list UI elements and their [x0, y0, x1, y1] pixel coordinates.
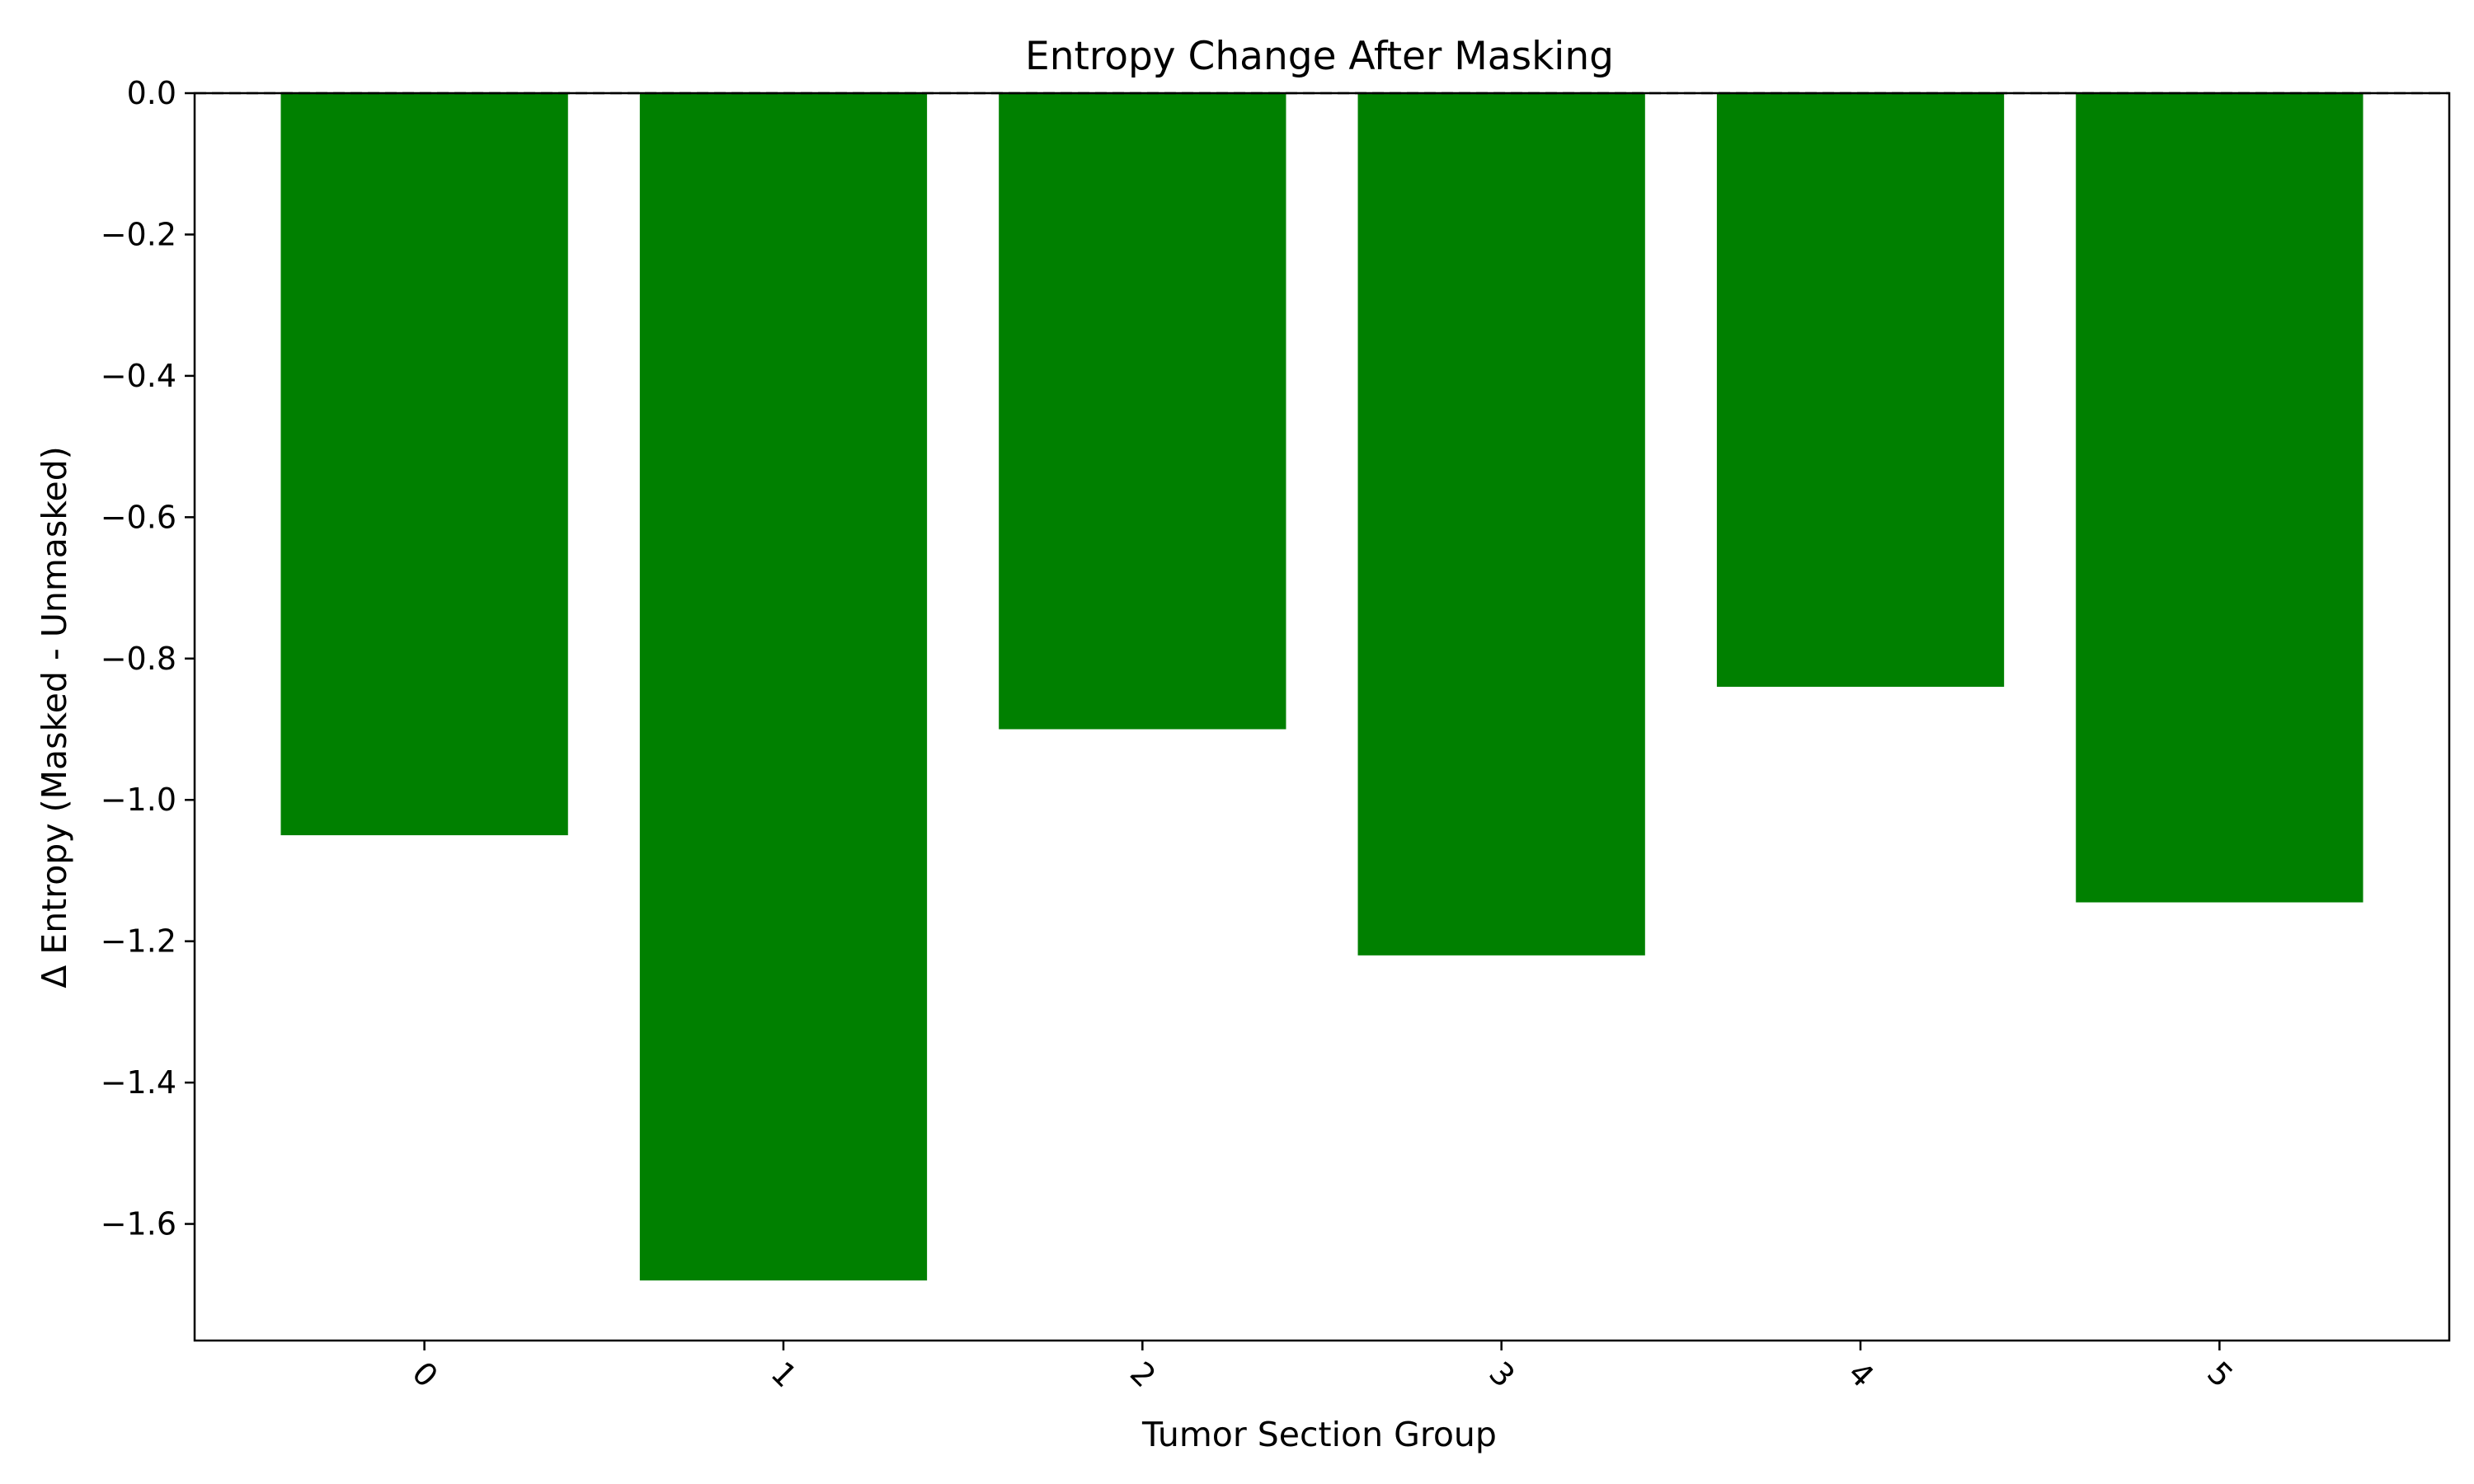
y-tick-label: −1.4	[101, 1064, 176, 1101]
y-axis: 0.0 −0.2 −0.4 −0.6 −0.8 −1.0 −1.2 −1.4 −1.6	[101, 75, 195, 1242]
bar-group-0	[280, 93, 568, 836]
bars-group	[280, 93, 2363, 1281]
y-tick-label: −1.6	[101, 1206, 176, 1242]
y-tick-label: 0.0	[127, 75, 176, 111]
chart-title: Entropy Change After Masking	[1025, 34, 1614, 79]
plot-frame	[193, 92, 2451, 1342]
y-tick-label: −1.0	[101, 782, 176, 818]
bar-group-2	[999, 93, 1286, 730]
bar-group-5	[2076, 93, 2363, 903]
bar-group-3	[1357, 93, 1645, 956]
y-tick-label: −0.6	[101, 499, 176, 535]
x-axis-label: Tumor Section Group	[1141, 1415, 1497, 1454]
bar-group-4	[1716, 93, 2005, 688]
y-tick-label: −0.2	[101, 216, 176, 252]
bar-group-1	[639, 93, 928, 1281]
y-tick-label: −1.2	[101, 923, 176, 960]
y-axis-label: Δ Entropy (Masked - Unmasked)	[35, 446, 74, 989]
y-tick-label: −0.8	[101, 641, 176, 677]
y-tick-label: −0.4	[101, 358, 176, 394]
